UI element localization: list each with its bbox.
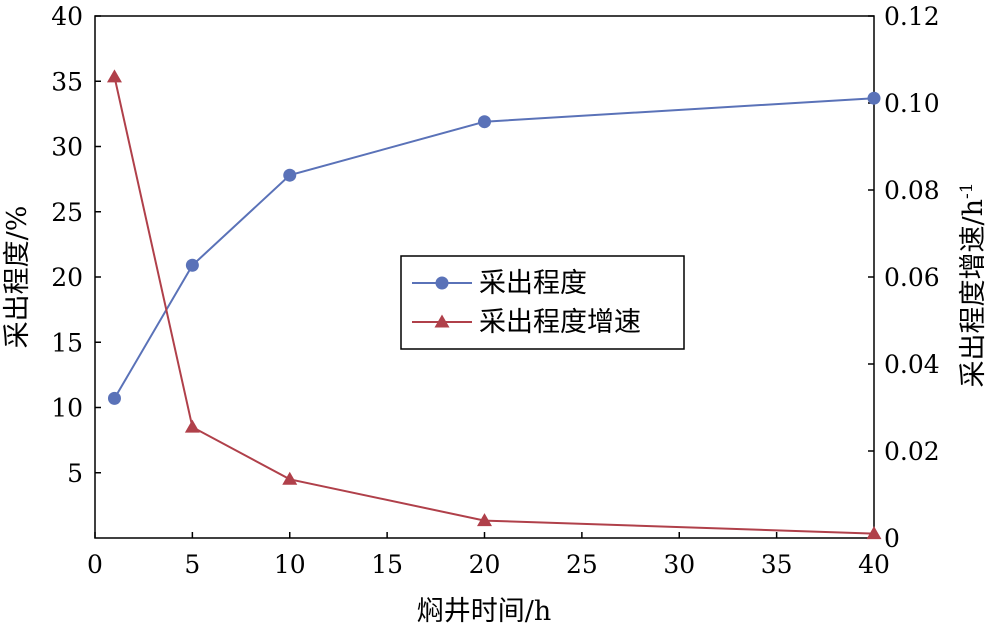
y-left-axis-ticks: 5 10 15 20 25 30 35 40 [51, 2, 101, 488]
y-right-tick-label: 0.02 [884, 437, 940, 466]
series-line-1 [113, 97, 875, 399]
legend-box [400, 255, 685, 350]
y-right-axis-title: 采出程度增速/h-1 [957, 182, 989, 387]
y-right-tick-label: 0.10 [884, 89, 940, 118]
y-left-tick-label: 35 [51, 67, 83, 96]
y-left-tick-label: 10 [51, 394, 83, 423]
data-point-series-2 [866, 526, 882, 540]
x-axis-ticks: 0 5 10 15 20 25 30 35 40 [87, 532, 890, 579]
legend-marker-series-2 [434, 314, 450, 328]
x-tick-label: 20 [469, 550, 501, 579]
x-tick-label: 40 [858, 550, 890, 579]
x-tick-label: 10 [274, 550, 306, 579]
data-point-series-1 [478, 115, 491, 129]
series-layer [106, 69, 882, 540]
x-tick-label: 0 [87, 550, 103, 579]
x-tick-label: 15 [371, 550, 403, 579]
y-right-tick-label: 0 [884, 524, 900, 553]
y-right-axis-title-sup: -1 [957, 182, 977, 199]
y-left-tick-label: 15 [51, 328, 83, 357]
y-left-tick-label: 40 [51, 2, 83, 31]
data-point-series-2 [106, 69, 122, 83]
x-tick-label: 30 [663, 550, 695, 579]
y-left-tick-label: 20 [51, 263, 83, 292]
data-point-series-2 [282, 471, 298, 485]
y-right-tick-label: 0.08 [884, 176, 940, 205]
y-left-tick-label: 5 [67, 459, 83, 488]
y-right-tick-label: 0.04 [884, 350, 940, 379]
data-point-series-1 [283, 168, 297, 182]
x-tick-label: 25 [566, 550, 598, 579]
y-right-axis-ticks: 0 0.02 0.04 0.06 0.08 0.10 0.12 [868, 2, 940, 553]
data-point-series-1 [185, 258, 199, 272]
y-right-tick-label: 0.06 [884, 263, 940, 292]
x-tick-label: 35 [761, 550, 793, 579]
legend-label-series-2: 采出程度增速 [479, 307, 641, 338]
data-point-series-1 [107, 391, 121, 405]
x-axis-title: 焖井时间/h [417, 596, 552, 627]
y-left-axis-title: 采出程度/% [2, 206, 33, 349]
y-left-tick-label: 30 [51, 133, 83, 162]
data-point-series-2 [184, 419, 200, 433]
y-left-tick-label: 25 [51, 198, 83, 227]
y-right-tick-label: 0.12 [884, 2, 940, 31]
y-right-axis-title-main: 采出程度增速/h [958, 199, 989, 388]
x-tick-label: 5 [184, 550, 200, 579]
legend: 采出程度 采出程度增速 [400, 255, 685, 350]
legend-marker-series-1 [435, 276, 449, 290]
legend-label-series-1: 采出程度 [479, 268, 587, 299]
data-point-series-2 [477, 513, 492, 527]
data-point-series-1 [867, 91, 881, 105]
